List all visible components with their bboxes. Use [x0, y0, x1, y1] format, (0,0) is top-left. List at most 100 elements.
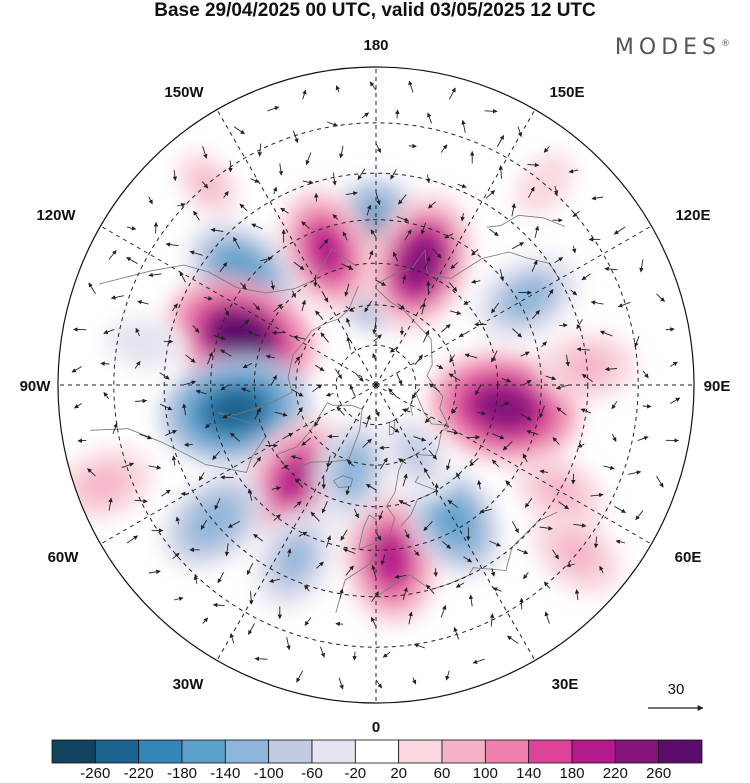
meridian-line — [216, 109, 377, 386]
wind-arrow-icon — [492, 433, 505, 440]
wind-arrow-icon — [590, 492, 604, 498]
wind-arrow-icon — [451, 406, 458, 414]
wind-arrow-icon — [212, 602, 225, 608]
wind-arrow-icon — [475, 384, 482, 396]
wind-arrow-icon — [334, 368, 343, 379]
wind-arrow-icon — [502, 441, 513, 451]
wind-arrow-icon — [492, 587, 502, 592]
wind-arrow-icon — [153, 221, 159, 234]
wind-arrow-icon — [88, 282, 96, 295]
latitude-circle — [210, 219, 542, 551]
wind-arrow-icon — [148, 569, 161, 575]
wind-arrow-icon — [543, 146, 550, 153]
wind-arrow-icon — [265, 354, 275, 359]
wind-arrow-icon — [365, 484, 377, 491]
wind-arrow-icon — [566, 562, 575, 568]
wind-arrow-icon — [455, 582, 465, 588]
wind-arrow-icon — [501, 377, 512, 383]
wind-arrow-icon — [71, 366, 82, 373]
wind-arrow-icon — [554, 257, 564, 263]
wind-arrow-icon — [396, 216, 410, 222]
anomaly-contour — [559, 537, 594, 570]
wind-arrow-icon — [134, 498, 148, 504]
wind-arrow-icon — [408, 611, 413, 625]
wind-arrow-icon — [304, 584, 310, 592]
wind-arrow-icon — [165, 430, 178, 436]
wind-arrow-icon — [375, 279, 386, 286]
wind-arrow-icon — [224, 543, 230, 557]
wind-arrow-icon — [121, 462, 135, 469]
wind-arrow-icon — [189, 250, 203, 256]
wind-arrow-icon — [448, 87, 456, 100]
label-0: 0 — [372, 719, 380, 736]
label-60e: 60E — [675, 549, 702, 566]
latitude-circle — [113, 122, 639, 648]
wind-arrow-icon — [260, 256, 273, 262]
wind-arrow-icon — [103, 391, 110, 400]
wind-arrow-icon — [247, 330, 260, 337]
wind-arrow-icon — [552, 549, 559, 560]
wind-arrow-icon — [553, 186, 559, 196]
wind-arrow-icon — [539, 405, 545, 419]
wind-arrow-icon — [372, 353, 377, 362]
wind-arrow-icon — [371, 591, 380, 602]
wind-arrow-icon — [214, 498, 221, 510]
wind-arrow-icon — [335, 621, 344, 627]
wind-arrow-icon — [471, 279, 481, 284]
label-120e: 120E — [675, 207, 710, 224]
colorbar: -260 -220 -180 -140 -100 -60 -20 20 60 100 140 180 2… — [51, 739, 703, 782]
wind-arrow-icon — [347, 460, 355, 467]
wind-arrow-icon — [239, 203, 248, 212]
wind-arrow-icon — [183, 380, 197, 386]
wind-arrow-icon — [240, 282, 247, 290]
wind-arrow-icon — [402, 408, 411, 413]
colorbar-swatch — [94, 739, 140, 764]
wind-arrow-icon — [477, 410, 487, 416]
wind-arrow-icon — [477, 480, 482, 490]
wind-arrow-icon — [345, 191, 358, 196]
wind-arrow-icon — [207, 351, 213, 365]
wind-arrow-icon — [108, 497, 113, 511]
wind-arrow-icon — [413, 643, 425, 649]
wind-arrow-icon — [77, 438, 87, 443]
wind-arrow-icon — [192, 325, 200, 333]
wind-arrow-icon — [246, 562, 254, 576]
wind-arrow-icon — [375, 679, 383, 689]
wind-arrow-icon — [426, 584, 435, 594]
wind-arrow-icon — [397, 303, 405, 310]
wind-arrow-icon — [248, 591, 254, 605]
wind-arrow-icon — [390, 425, 400, 433]
wind-arrow-icon — [185, 354, 196, 363]
wind-arrow-icon — [574, 589, 580, 601]
wind-arrow-icon — [491, 459, 500, 468]
wind-arrow-icon — [520, 413, 532, 421]
meridian-line — [100, 225, 377, 386]
wind-arrow-icon — [581, 273, 591, 281]
wind-arrow-icon — [599, 330, 613, 337]
wind-arrow-icon — [284, 432, 294, 438]
wind-arrow-icon — [472, 658, 485, 664]
wind-arrow-icon — [321, 501, 328, 514]
wind-arrow-icon — [613, 226, 626, 235]
wind-arrow-icon — [421, 302, 426, 315]
wind-arrow-icon — [193, 575, 199, 584]
colorbar-tick-label: 140 — [516, 765, 541, 782]
wind-arrow-icon — [396, 372, 403, 386]
wind-arrow-icon — [423, 520, 433, 531]
anomaly-contour — [125, 331, 161, 356]
wind-arrow-icon — [229, 632, 235, 644]
colorbar-tick-label: 260 — [646, 765, 671, 782]
wind-arrow-icon — [248, 623, 255, 635]
wind-arrow-icon — [336, 406, 345, 416]
wind-arrow-icon — [327, 121, 339, 127]
anomaly-feature — [367, 192, 474, 333]
wind-arrow-icon — [177, 202, 186, 208]
wind-arrow-icon — [198, 472, 205, 481]
wind-arrow-icon — [378, 510, 384, 521]
wind-arrow-icon — [217, 572, 224, 584]
wind-arrow-icon — [428, 450, 437, 460]
anomaly-contour — [506, 280, 548, 315]
colorbar-tick-label: -140 — [210, 765, 240, 782]
wind-arrow-icon — [642, 404, 652, 409]
wind-arrow-icon — [372, 321, 377, 335]
